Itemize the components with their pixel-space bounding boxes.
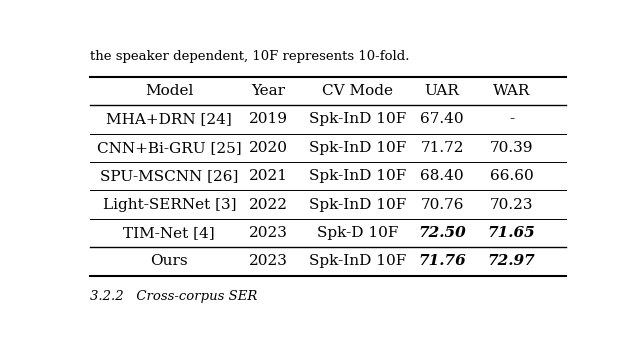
Text: MHA+DRN [24]: MHA+DRN [24] [106, 112, 232, 126]
Text: 2023: 2023 [249, 254, 288, 268]
Text: 2020: 2020 [249, 141, 288, 155]
Text: 70.76: 70.76 [420, 198, 464, 211]
Text: UAR: UAR [425, 84, 460, 98]
Text: CV Mode: CV Mode [323, 84, 393, 98]
Text: 68.40: 68.40 [420, 169, 464, 183]
Text: 2023: 2023 [249, 226, 288, 240]
Text: Year: Year [252, 84, 285, 98]
Text: Spk-InD 10F: Spk-InD 10F [309, 141, 406, 155]
Text: the speaker dependent, 10F represents 10-fold.: the speaker dependent, 10F represents 10… [90, 50, 410, 63]
Text: 66.60: 66.60 [490, 169, 533, 183]
Text: TIM-Net [4]: TIM-Net [4] [124, 226, 215, 240]
Text: Spk-InD 10F: Spk-InD 10F [309, 169, 406, 183]
Text: 72.50: 72.50 [418, 226, 466, 240]
Text: 70.23: 70.23 [490, 198, 533, 211]
Text: 67.40: 67.40 [420, 112, 464, 126]
Text: Spk-InD 10F: Spk-InD 10F [309, 254, 406, 268]
Text: 71.76: 71.76 [418, 254, 466, 268]
Text: Model: Model [145, 84, 193, 98]
Text: -: - [509, 112, 514, 126]
Text: 2022: 2022 [249, 198, 288, 211]
Text: CNN+Bi-GRU [25]: CNN+Bi-GRU [25] [97, 141, 241, 155]
Text: 70.39: 70.39 [490, 141, 533, 155]
Text: Ours: Ours [150, 254, 188, 268]
Text: Light-SERNet [3]: Light-SERNet [3] [102, 198, 236, 211]
Text: WAR: WAR [493, 84, 530, 98]
Text: 71.72: 71.72 [420, 141, 464, 155]
Text: 3.2.2   Cross-corpus SER: 3.2.2 Cross-corpus SER [90, 290, 257, 303]
Text: Spk-InD 10F: Spk-InD 10F [309, 112, 406, 126]
Text: 71.65: 71.65 [488, 226, 536, 240]
Text: Spk-InD 10F: Spk-InD 10F [309, 198, 406, 211]
Text: SPU-MSCNN [26]: SPU-MSCNN [26] [100, 169, 239, 183]
Text: Spk-D 10F: Spk-D 10F [317, 226, 399, 240]
Text: 2019: 2019 [249, 112, 288, 126]
Text: 2021: 2021 [249, 169, 288, 183]
Text: 72.97: 72.97 [488, 254, 536, 268]
